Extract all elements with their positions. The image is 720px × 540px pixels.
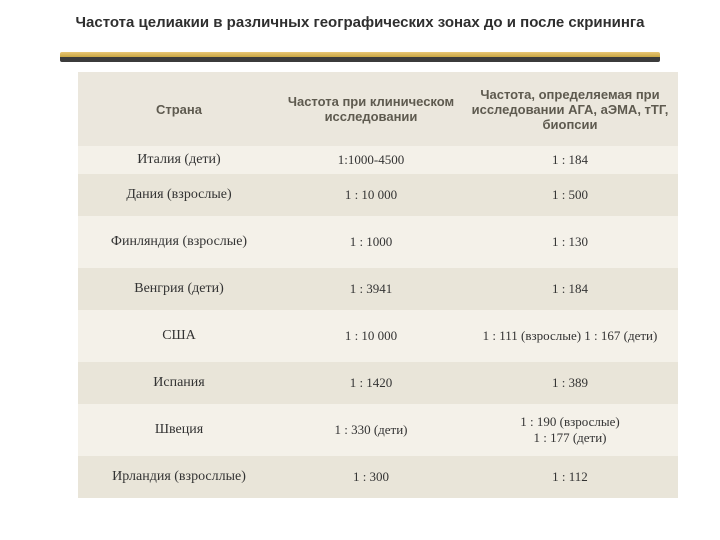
cell-country: Италия (дети)	[78, 146, 280, 174]
cell-clinical: 1 : 10 000	[280, 174, 462, 216]
cell-clinical: 1 : 1420	[280, 362, 462, 404]
cell-country: Испания	[78, 362, 280, 404]
table-row: Венгрия (дети) 1 : 3941 1 : 184	[78, 268, 678, 310]
cell-screened: 1 : 389	[462, 362, 678, 404]
cell-clinical: 1 : 1000	[280, 216, 462, 268]
cell-country: Швеция	[78, 404, 280, 456]
table-row: Швеция 1 : 330 (дети) 1 : 190 (взрослые)…	[78, 404, 678, 456]
cell-country: Финляндия (взрослые)	[78, 216, 280, 268]
divider-dark-band	[60, 57, 660, 62]
cell-clinical: 1:1000-4500	[280, 146, 462, 174]
cell-clinical: 1 : 3941	[280, 268, 462, 310]
cell-screened: 1 : 190 (взрослые) 1 : 177 (дети)	[462, 404, 678, 456]
cell-clinical: 1 : 300	[280, 456, 462, 498]
table-row: Ирландия (взросллые) 1 : 300 1 : 112	[78, 456, 678, 498]
col-header-country: Страна	[78, 72, 280, 146]
frequency-table: Страна Частота при клиническом исследова…	[78, 72, 678, 498]
gold-divider	[60, 52, 660, 64]
col-header-clinical: Частота при клиническом исследовании	[280, 72, 462, 146]
cell-screened: 1 : 130	[462, 216, 678, 268]
cell-clinical: 1 : 10 000	[280, 310, 462, 362]
cell-clinical: 1 : 330 (дети)	[280, 404, 462, 456]
table-row: Финляндия (взрослые) 1 : 1000 1 : 130	[78, 216, 678, 268]
table-row: Испания 1 : 1420 1 : 389	[78, 362, 678, 404]
table-header-row: Страна Частота при клиническом исследова…	[78, 72, 678, 146]
cell-screened: 1 : 184	[462, 146, 678, 174]
cell-country: Дания (взрослые)	[78, 174, 280, 216]
cell-country: США	[78, 310, 280, 362]
slide-title: Частота целиакии в различных географичес…	[0, 14, 720, 31]
cell-screened: 1 : 500	[462, 174, 678, 216]
col-header-screened: Частота, определяемая при исследовании А…	[462, 72, 678, 146]
table-row: Дания (взрослые) 1 : 10 000 1 : 500	[78, 174, 678, 216]
cell-screened: 1 : 111 (взрослые) 1 : 167 (дети)	[462, 310, 678, 362]
slide: Частота целиакии в различных географичес…	[0, 0, 720, 540]
table-row: США 1 : 10 000 1 : 111 (взрослые) 1 : 16…	[78, 310, 678, 362]
cell-country: Ирландия (взросллые)	[78, 456, 280, 498]
cell-country: Венгрия (дети)	[78, 268, 280, 310]
table-body: Италия (дети) 1:1000-4500 1 : 184 Дания …	[78, 146, 678, 498]
table-row: Италия (дети) 1:1000-4500 1 : 184	[78, 146, 678, 174]
cell-screened: 1 : 112	[462, 456, 678, 498]
cell-screened: 1 : 184	[462, 268, 678, 310]
